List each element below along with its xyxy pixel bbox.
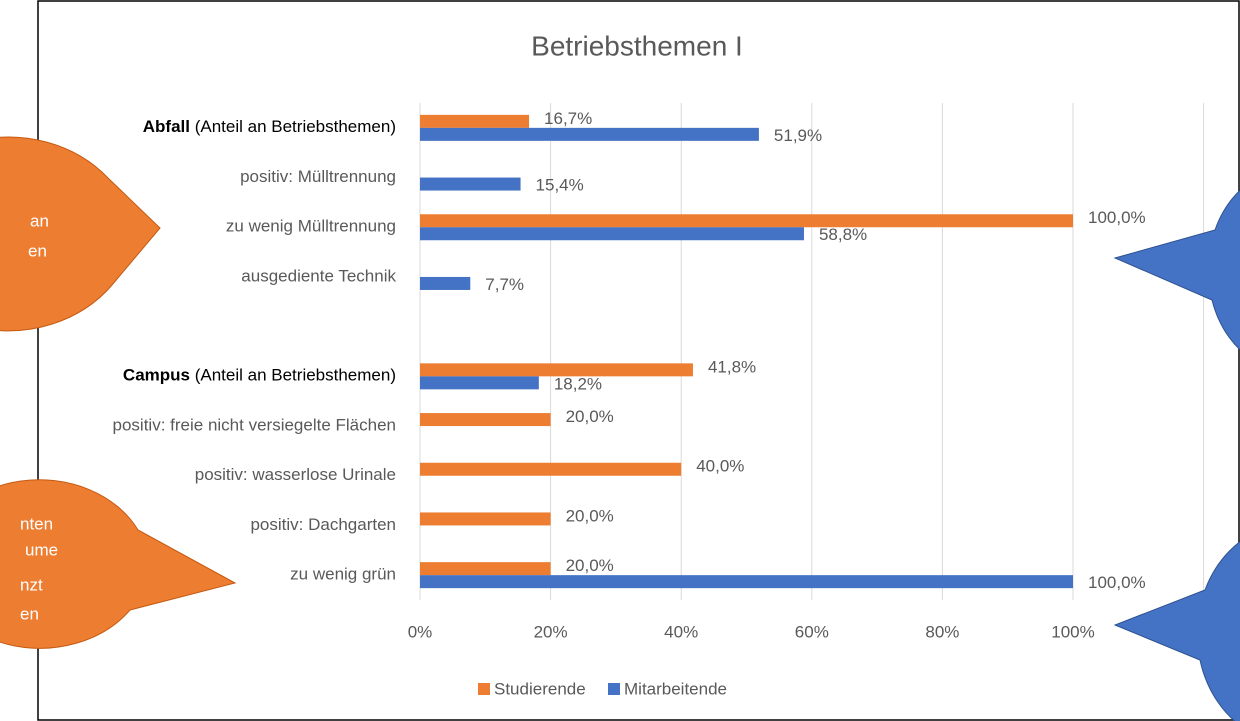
data-label: 18,2% [554,374,602,393]
data-label: 40,0% [696,457,744,476]
legend-label: Mitarbeitende [624,679,727,698]
callout-bubble [1113,541,1240,721]
bar [420,214,1073,228]
annotation: nzt [20,575,43,594]
y-tick-label: Campus (Anteil an Betriebsthemen) [123,366,396,385]
bar [420,562,551,576]
y-tick-label: positiv: wasserlose Urinale [195,465,396,484]
bar [420,575,1073,589]
y-tick-label: positiv: Dachgarten [250,515,396,534]
callout-bubble [1113,189,1240,351]
bar [420,376,539,390]
data-label: 20,0% [566,506,614,525]
data-label: 7,7% [485,275,524,294]
annotation: an [30,211,49,230]
bar [420,413,551,427]
data-label: 16,7% [544,109,592,128]
annotation: ume [25,540,58,559]
bar [420,276,471,290]
y-tick-label: Abfall (Anteil an Betriebsthemen) [143,117,396,136]
legend-swatch [608,683,620,695]
y-tick-label: zu wenig Mülltrennung [226,217,396,236]
x-tick-label: 20% [534,622,568,641]
plot: 0%20%40%60%80%100%120%Abfall (Anteil an … [113,103,1225,698]
data-label: 58,8% [819,225,867,244]
legend-swatch [478,683,490,695]
y-tick-label: positiv: freie nicht versiegelte Flächen [113,416,396,435]
data-label: 100,0% [1088,573,1146,592]
annotation: en [20,604,39,623]
data-label: 51,9% [774,126,822,145]
callout-bubble [0,479,237,649]
chart-title: Betriebsthemen I [531,30,743,61]
x-tick-label: 60% [795,622,829,641]
y-tick-label: zu wenig grün [290,565,396,584]
callout-bubble [0,136,161,332]
legend-label: Studierende [494,679,586,698]
x-tick-label: 0% [408,622,433,641]
bar [420,363,693,377]
chart-frame [37,0,1240,721]
x-tick-label: 40% [664,622,698,641]
bar [420,177,521,191]
data-label: 20,0% [566,556,614,575]
callouts: an en nten ume nzt en [0,136,1240,721]
y-tick-label: ausgediente Technik [241,266,396,285]
x-tick-label: 80% [925,622,959,641]
data-label: 100,0% [1088,208,1146,227]
bar [420,114,530,128]
data-label: 41,8% [708,357,756,376]
x-tick-label: 100% [1051,622,1094,641]
data-label: 20,0% [566,407,614,426]
data-label: 15,4% [536,176,584,195]
bar [420,462,682,476]
annotation: nten [20,514,53,533]
y-tick-label: positiv: Mülltrennung [240,167,396,186]
annotation: en [28,241,47,260]
bar [420,512,551,526]
bar [420,127,759,141]
bar [420,227,804,241]
